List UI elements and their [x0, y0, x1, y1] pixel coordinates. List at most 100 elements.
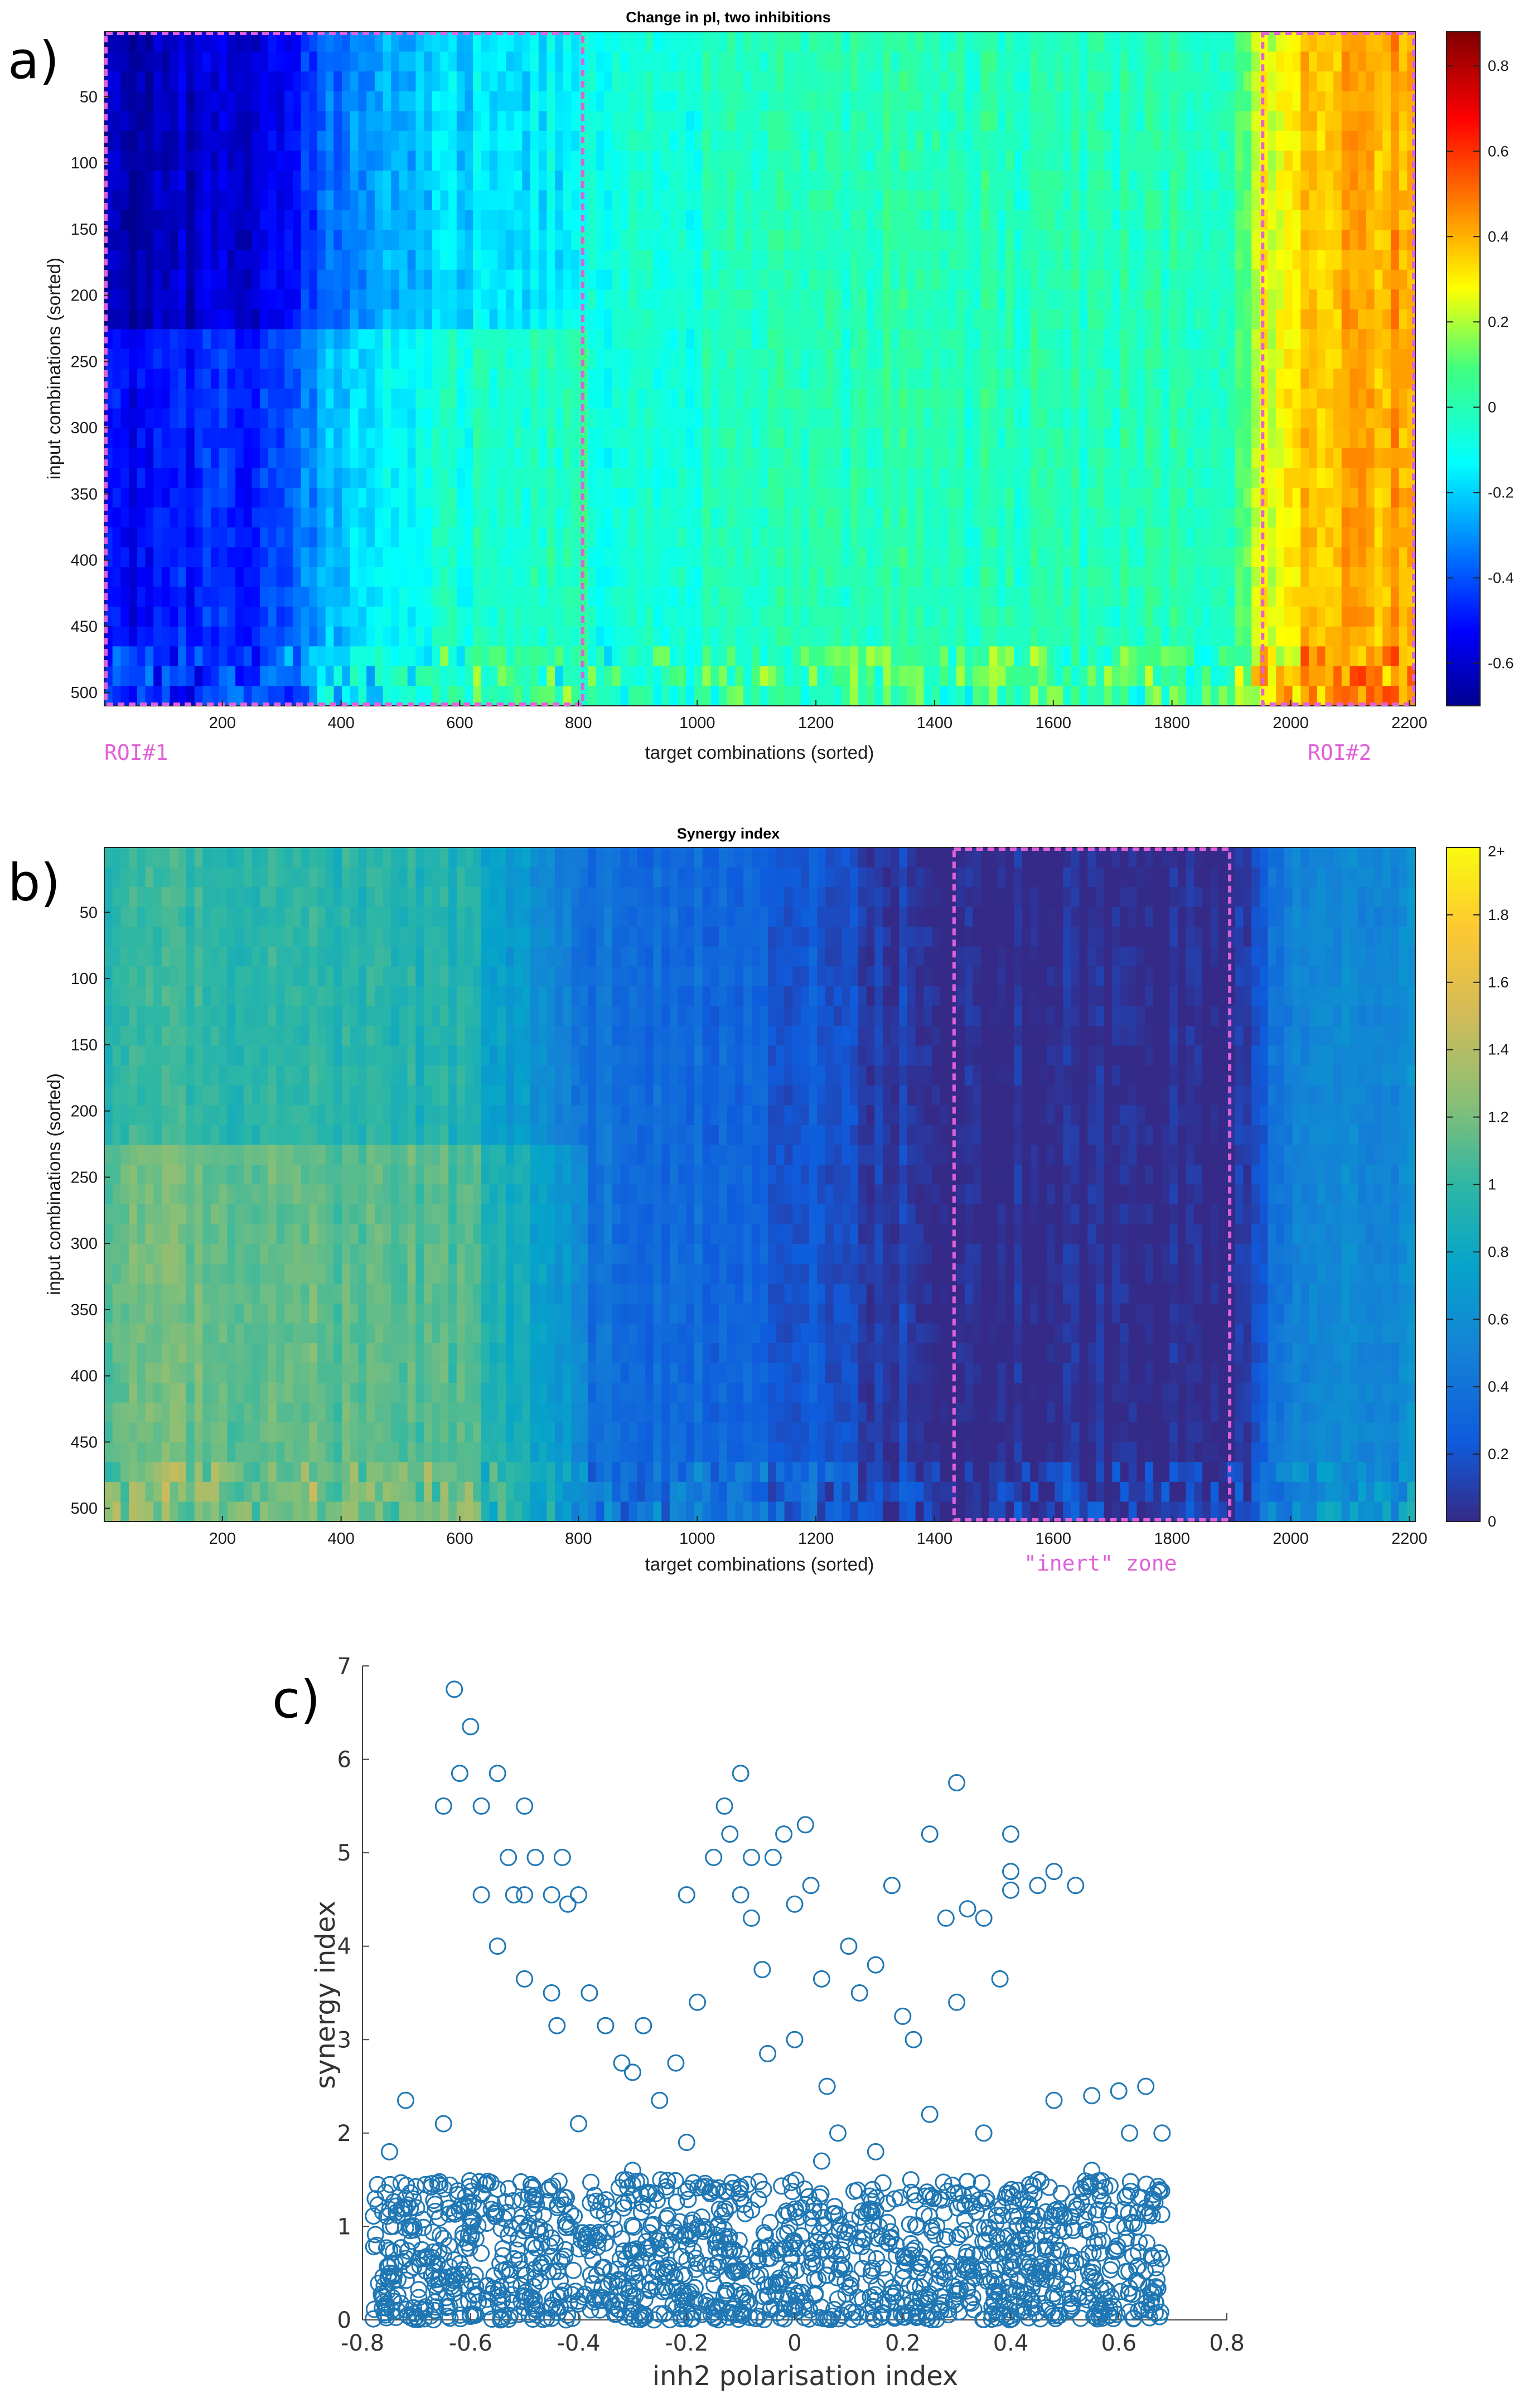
heatmap-cell	[1038, 71, 1047, 92]
heatmap-cell	[964, 408, 974, 429]
heatmap-cell	[497, 130, 506, 151]
heatmap-cell	[1120, 428, 1129, 449]
heatmap-cell	[833, 428, 843, 449]
heatmap-cell	[1161, 348, 1170, 370]
heatmap-cell	[186, 448, 195, 468]
heatmap-cell	[555, 111, 564, 132]
heatmap-cell	[505, 111, 515, 132]
heatmap-cell	[145, 646, 154, 667]
heatmap-cell	[505, 170, 515, 191]
heatmap-cell	[1087, 389, 1096, 409]
heatmap-cell	[1243, 527, 1252, 548]
heatmap-cell	[309, 348, 318, 370]
heatmap-cell	[465, 468, 473, 488]
heatmap-cell	[1202, 170, 1211, 191]
heatmap-cell	[1218, 646, 1227, 667]
heatmap-cell	[391, 230, 400, 250]
heatmap-cell	[833, 527, 843, 548]
heatmap-cell	[800, 269, 810, 290]
heatmap-cell	[1046, 428, 1056, 449]
heatmap-cell	[399, 130, 408, 151]
heatmap-cell	[268, 607, 277, 627]
heatmap-cell	[833, 130, 843, 151]
heatmap-cell	[866, 151, 875, 171]
heatmap-cell	[317, 626, 326, 647]
heatmap-cell	[842, 369, 850, 389]
heatmap-cell	[1169, 428, 1178, 449]
heatmap-cell	[555, 428, 564, 449]
heatmap-cell	[252, 151, 260, 171]
heatmap-cell	[1112, 91, 1121, 112]
heatmap-cell	[465, 32, 473, 52]
heatmap-cell	[235, 507, 244, 528]
heatmap-cell	[710, 32, 719, 52]
heatmap-cell	[391, 111, 400, 132]
heatmap-cell	[800, 51, 810, 72]
heatmap-cell	[268, 547, 277, 568]
heatmap-cell	[858, 151, 867, 171]
heatmap-cell	[514, 151, 523, 171]
heatmap-cell	[202, 32, 211, 52]
heatmap-cell	[1292, 646, 1301, 667]
heatmap-cell	[825, 607, 834, 627]
heatmap-cell	[1038, 51, 1047, 72]
heatmap-cell	[473, 230, 482, 250]
heatmap-cell	[202, 686, 211, 706]
heatmap-cell	[497, 170, 506, 191]
heatmap-cell	[1284, 646, 1293, 667]
heatmap-cell	[227, 646, 236, 667]
heatmap-cell	[1079, 507, 1088, 528]
heatmap-cell	[882, 51, 892, 72]
heatmap-cell	[940, 567, 949, 588]
heatmap-cell	[317, 587, 326, 607]
heatmap-cell	[424, 369, 433, 389]
heatmap-cell	[358, 230, 367, 250]
heatmap-cell	[1128, 111, 1138, 132]
heatmap-cell	[547, 170, 555, 191]
heatmap-cell	[571, 32, 580, 52]
heatmap-cell	[383, 91, 391, 112]
heatmap-cell	[1210, 626, 1219, 647]
heatmap-cell	[1169, 389, 1178, 409]
heatmap-cell	[497, 686, 506, 706]
heatmap-cell	[465, 91, 473, 112]
heatmap-cell	[694, 567, 703, 588]
heatmap-cell	[1194, 51, 1203, 72]
heatmap-cell	[120, 369, 129, 389]
heatmap-cell	[784, 329, 793, 350]
heatmap-cell	[325, 71, 335, 92]
heatmap-cell	[1145, 230, 1154, 250]
heatmap-cell	[178, 269, 187, 290]
heatmap-cell	[710, 289, 719, 310]
heatmap-cell	[1268, 607, 1276, 627]
heatmap-cell	[186, 250, 195, 270]
heatmap-cell	[669, 607, 679, 627]
heatmap-cell	[1194, 487, 1203, 508]
heatmap-cell	[694, 269, 703, 290]
heatmap-cell	[284, 686, 293, 706]
heatmap-cell	[1063, 567, 1072, 588]
heatmap-cell	[243, 507, 253, 528]
heatmap-cell	[440, 71, 449, 92]
heatmap-cell	[1120, 32, 1129, 52]
heatmap-cell	[940, 448, 949, 468]
heatmap-cell	[202, 448, 211, 468]
heatmap-cell	[751, 547, 761, 568]
heatmap-cell	[678, 32, 686, 52]
heatmap-cell	[170, 71, 178, 92]
heatmap-cell	[858, 289, 867, 310]
heatmap-cell	[284, 487, 293, 508]
heatmap-cell	[448, 626, 457, 647]
heatmap-cell	[489, 389, 498, 409]
heatmap-cell	[227, 686, 236, 706]
heatmap-cell	[678, 91, 686, 112]
heatmap-cell	[514, 547, 523, 568]
heatmap-cell	[161, 587, 171, 607]
heatmap-cell	[547, 408, 555, 429]
heatmap-cell	[940, 210, 949, 231]
heatmap-cell	[276, 487, 285, 508]
heatmap-cell	[1202, 547, 1211, 568]
heatmap-cell	[178, 348, 187, 370]
heatmap-cell	[948, 468, 957, 488]
heatmap-cell	[907, 348, 916, 370]
